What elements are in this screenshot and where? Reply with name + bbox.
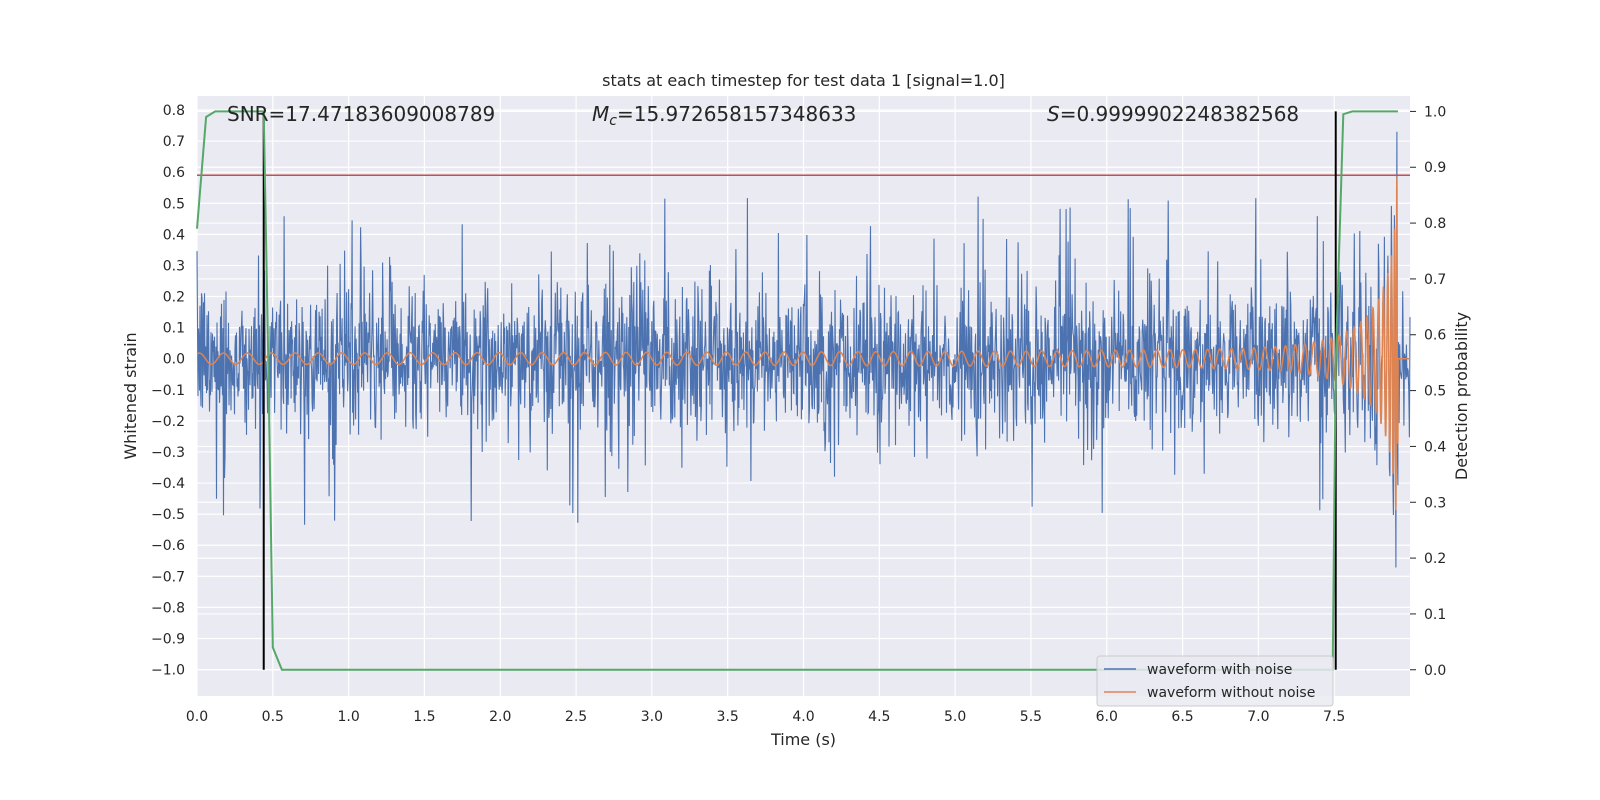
y-tick-label: −0.5 xyxy=(151,507,185,523)
y2-tick-label: 0.0 xyxy=(1424,663,1446,679)
y2-tick-label: 0.7 xyxy=(1424,272,1446,288)
x-tick-label: 0.5 xyxy=(262,709,284,725)
y-tick-label: 0.7 xyxy=(163,134,185,150)
mc-value: =15.972658157348633 xyxy=(617,102,856,126)
x-tick-label: 3.5 xyxy=(717,709,739,725)
y2-tick-label: 0.3 xyxy=(1424,495,1446,511)
y-tick-label: 0.2 xyxy=(163,290,185,306)
x-tick-label: 2.5 xyxy=(565,709,587,725)
s-symbol: S xyxy=(1047,102,1060,126)
y-tick-label: −0.9 xyxy=(151,631,185,647)
legend: waveform with noise waveform without noi… xyxy=(1096,655,1334,707)
x-tick-label: 1.5 xyxy=(413,709,435,725)
y2-tick-label: 0.4 xyxy=(1424,439,1446,455)
y2-tick-label: 0.6 xyxy=(1424,328,1446,344)
x-tick-label: 7.5 xyxy=(1323,709,1345,725)
y-tick-label: 0.5 xyxy=(163,196,185,212)
x-tick-label: 0.0 xyxy=(186,709,208,725)
chart-title: stats at each timestep for test data 1 [… xyxy=(602,71,1005,90)
legend-label-clean: waveform without noise xyxy=(1147,685,1315,701)
x-tick-label: 2.0 xyxy=(489,709,511,725)
x-tick-label: 4.5 xyxy=(868,709,890,725)
y-tick-label: −1.0 xyxy=(151,663,185,679)
y-tick-label: 0.6 xyxy=(163,165,185,181)
x-tick-label: 6.0 xyxy=(1096,709,1118,725)
y-tick-label: 0.1 xyxy=(163,321,185,337)
mc-subscript: c xyxy=(609,113,617,129)
series-waveform-with-noise xyxy=(196,131,1411,568)
y-tick-label: 0.4 xyxy=(163,227,185,243)
y-tick-label: −0.7 xyxy=(151,569,185,585)
y2-tick-label: 0.5 xyxy=(1424,384,1446,400)
mc-symbol: M xyxy=(592,102,609,126)
y2-tick-label: 0.9 xyxy=(1424,160,1446,176)
y2-axis-label: Detection probability xyxy=(1452,312,1471,480)
y2-tick-label: 0.8 xyxy=(1424,216,1446,232)
series-waveform-without-noise xyxy=(196,176,1410,511)
y-tick-label: −0.6 xyxy=(151,538,185,554)
x-tick-label: 1.0 xyxy=(337,709,359,725)
x-tick-label: 5.0 xyxy=(944,709,966,725)
y-tick-label: −0.8 xyxy=(151,600,185,616)
y2-tick-label: 0.1 xyxy=(1424,607,1446,623)
x-tick-label: 6.5 xyxy=(1171,709,1193,725)
y-tick-label: 0.8 xyxy=(163,103,185,119)
x-tick-label: 5.5 xyxy=(1020,709,1042,725)
x-tick-label: 4.0 xyxy=(792,709,814,725)
x-tick-label: 3.0 xyxy=(641,709,663,725)
overlay-layer xyxy=(196,110,1410,671)
chirp-mass-annotation: Mc=15.972658157348633 xyxy=(592,102,856,129)
y-tick-label: −0.2 xyxy=(151,414,185,430)
legend-box xyxy=(1096,655,1334,707)
s-value: =0.9999902248382568 xyxy=(1060,102,1299,126)
y-tick-label: −0.4 xyxy=(151,476,185,492)
legend-label-noise: waveform with noise xyxy=(1147,662,1292,678)
series-layer xyxy=(196,131,1411,568)
y-tick-label: −0.1 xyxy=(151,383,185,399)
y-axis-label: Whitened strain xyxy=(121,332,140,459)
x-tick-label: 7.0 xyxy=(1247,709,1269,725)
y2-tick-label: 0.2 xyxy=(1424,551,1446,567)
ticks-layer: 0.0 0.5 1.0 1.5 2.0 2.5 3.0 3.5 4.0 4.5 5.0 5.5 6.0 6… xyxy=(151,103,1446,725)
y-tick-label: −0.3 xyxy=(151,445,185,461)
y-tick-label: 0.3 xyxy=(163,258,185,274)
y-tick-label: 0.0 xyxy=(163,352,185,368)
score-annotation: S=0.9999902248382568 xyxy=(1047,102,1299,126)
series-detection-probability xyxy=(196,110,1398,671)
y2-tick-label: 1.0 xyxy=(1424,104,1446,120)
x-axis-label: Time (s) xyxy=(770,730,836,749)
snr-annotation: SNR=17.47183609008789 xyxy=(227,102,495,126)
